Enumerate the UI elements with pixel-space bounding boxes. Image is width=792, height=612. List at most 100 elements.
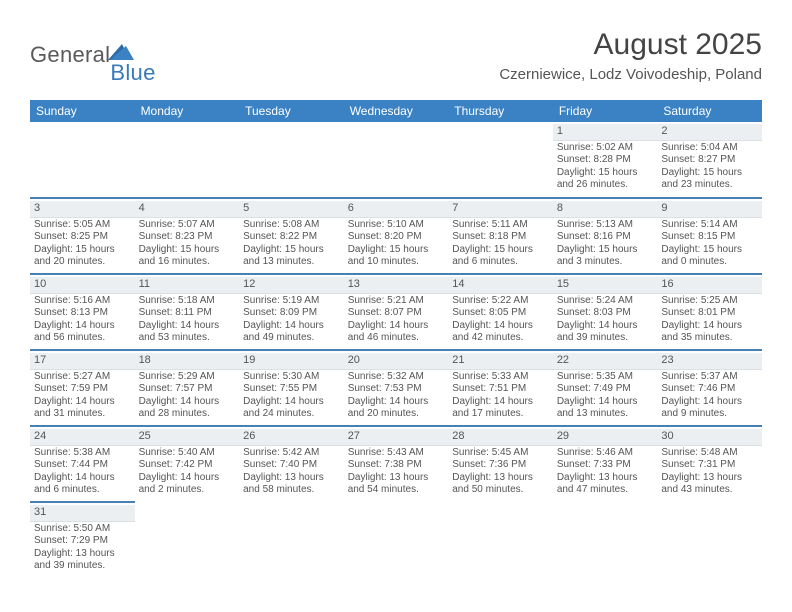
sunrise-line: Sunrise: 5:05 AM — [34, 219, 131, 232]
sunset-line: Sunset: 8:09 PM — [243, 307, 340, 320]
calendar-cell — [657, 502, 762, 578]
day-number: 5 — [239, 201, 344, 218]
sunset-line: Sunset: 8:18 PM — [452, 231, 549, 244]
calendar-cell: 2Sunrise: 5:04 AMSunset: 8:27 PMDaylight… — [657, 122, 762, 198]
sunrise-line: Sunrise: 5:04 AM — [661, 142, 758, 155]
calendar-cell: 28Sunrise: 5:45 AMSunset: 7:36 PMDayligh… — [448, 426, 553, 502]
day-header: Thursday — [448, 100, 553, 122]
sunrise-line: Sunrise: 5:25 AM — [661, 295, 758, 308]
header: General Blue August 2025 Czerniewice, Lo… — [30, 28, 762, 86]
sunset-line: Sunset: 7:40 PM — [243, 459, 340, 472]
calendar-cell: 20Sunrise: 5:32 AMSunset: 7:53 PMDayligh… — [344, 350, 449, 426]
day-number: 14 — [448, 277, 553, 294]
calendar-row: 10Sunrise: 5:16 AMSunset: 8:13 PMDayligh… — [30, 274, 762, 350]
sunrise-line: Sunrise: 5:40 AM — [139, 447, 236, 460]
sunset-line: Sunset: 7:53 PM — [348, 383, 445, 396]
day-number: 11 — [135, 277, 240, 294]
day-number: 1 — [553, 124, 658, 141]
day-number: 18 — [135, 353, 240, 370]
daylight-line: Daylight: 14 hours and 17 minutes. — [452, 396, 549, 421]
daylight-line: Daylight: 13 hours and 43 minutes. — [661, 472, 758, 497]
sunrise-line: Sunrise: 5:35 AM — [557, 371, 654, 384]
day-header: Sunday — [30, 100, 135, 122]
calendar-row: 1Sunrise: 5:02 AMSunset: 8:28 PMDaylight… — [30, 122, 762, 198]
sunset-line: Sunset: 7:38 PM — [348, 459, 445, 472]
calendar-cell: 9Sunrise: 5:14 AMSunset: 8:15 PMDaylight… — [657, 198, 762, 274]
calendar-cell: 13Sunrise: 5:21 AMSunset: 8:07 PMDayligh… — [344, 274, 449, 350]
sunrise-line: Sunrise: 5:14 AM — [661, 219, 758, 232]
day-number: 26 — [239, 429, 344, 446]
sunrise-line: Sunrise: 5:24 AM — [557, 295, 654, 308]
day-header: Monday — [135, 100, 240, 122]
sunset-line: Sunset: 8:20 PM — [348, 231, 445, 244]
calendar-cell: 21Sunrise: 5:33 AMSunset: 7:51 PMDayligh… — [448, 350, 553, 426]
logo-text-blue: Blue — [110, 60, 155, 86]
sunrise-line: Sunrise: 5:46 AM — [557, 447, 654, 460]
daylight-line: Daylight: 13 hours and 50 minutes. — [452, 472, 549, 497]
daylight-line: Daylight: 15 hours and 10 minutes. — [348, 244, 445, 269]
calendar-cell: 5Sunrise: 5:08 AMSunset: 8:22 PMDaylight… — [239, 198, 344, 274]
day-number: 24 — [30, 429, 135, 446]
calendar-cell: 29Sunrise: 5:46 AMSunset: 7:33 PMDayligh… — [553, 426, 658, 502]
sunrise-line: Sunrise: 5:08 AM — [243, 219, 340, 232]
sunrise-line: Sunrise: 5:11 AM — [452, 219, 549, 232]
day-number: 16 — [657, 277, 762, 294]
daylight-line: Daylight: 13 hours and 54 minutes. — [348, 472, 445, 497]
calendar-cell — [30, 122, 135, 198]
calendar-table: SundayMondayTuesdayWednesdayThursdayFrid… — [30, 100, 762, 578]
daylight-line: Daylight: 14 hours and 35 minutes. — [661, 320, 758, 345]
calendar-cell: 22Sunrise: 5:35 AMSunset: 7:49 PMDayligh… — [553, 350, 658, 426]
calendar-cell: 11Sunrise: 5:18 AMSunset: 8:11 PMDayligh… — [135, 274, 240, 350]
calendar-cell: 26Sunrise: 5:42 AMSunset: 7:40 PMDayligh… — [239, 426, 344, 502]
calendar-row: 24Sunrise: 5:38 AMSunset: 7:44 PMDayligh… — [30, 426, 762, 502]
sunset-line: Sunset: 7:31 PM — [661, 459, 758, 472]
daylight-line: Daylight: 14 hours and 53 minutes. — [139, 320, 236, 345]
sunrise-line: Sunrise: 5:45 AM — [452, 447, 549, 460]
sunrise-line: Sunrise: 5:18 AM — [139, 295, 236, 308]
calendar-cell: 15Sunrise: 5:24 AMSunset: 8:03 PMDayligh… — [553, 274, 658, 350]
sunrise-line: Sunrise: 5:16 AM — [34, 295, 131, 308]
day-number: 10 — [30, 277, 135, 294]
sunset-line: Sunset: 8:11 PM — [139, 307, 236, 320]
location-label: Czerniewice, Lodz Voivodeship, Poland — [499, 66, 762, 83]
sunrise-line: Sunrise: 5:33 AM — [452, 371, 549, 384]
sunrise-line: Sunrise: 5:48 AM — [661, 447, 758, 460]
sunset-line: Sunset: 8:03 PM — [557, 307, 654, 320]
sunrise-line: Sunrise: 5:42 AM — [243, 447, 340, 460]
day-number: 30 — [657, 429, 762, 446]
sunrise-line: Sunrise: 5:13 AM — [557, 219, 654, 232]
daylight-line: Daylight: 14 hours and 39 minutes. — [557, 320, 654, 345]
day-number: 25 — [135, 429, 240, 446]
day-number: 6 — [344, 201, 449, 218]
calendar-cell — [344, 502, 449, 578]
sunset-line: Sunset: 8:28 PM — [557, 154, 654, 167]
daylight-line: Daylight: 14 hours and 46 minutes. — [348, 320, 445, 345]
daylight-line: Daylight: 14 hours and 2 minutes. — [139, 472, 236, 497]
day-number: 13 — [344, 277, 449, 294]
day-number: 22 — [553, 353, 658, 370]
calendar-cell: 1Sunrise: 5:02 AMSunset: 8:28 PMDaylight… — [553, 122, 658, 198]
logo-text-general: General — [30, 42, 110, 68]
sunrise-line: Sunrise: 5:27 AM — [34, 371, 131, 384]
calendar-cell — [239, 122, 344, 198]
daylight-line: Daylight: 13 hours and 39 minutes. — [34, 548, 131, 573]
daylight-line: Daylight: 13 hours and 58 minutes. — [243, 472, 340, 497]
sunrise-line: Sunrise: 5:43 AM — [348, 447, 445, 460]
daylight-line: Daylight: 13 hours and 47 minutes. — [557, 472, 654, 497]
calendar-row: 17Sunrise: 5:27 AMSunset: 7:59 PMDayligh… — [30, 350, 762, 426]
daylight-line: Daylight: 15 hours and 0 minutes. — [661, 244, 758, 269]
daylight-line: Daylight: 15 hours and 16 minutes. — [139, 244, 236, 269]
calendar-cell: 24Sunrise: 5:38 AMSunset: 7:44 PMDayligh… — [30, 426, 135, 502]
day-number: 21 — [448, 353, 553, 370]
calendar-cell: 19Sunrise: 5:30 AMSunset: 7:55 PMDayligh… — [239, 350, 344, 426]
calendar-cell: 4Sunrise: 5:07 AMSunset: 8:23 PMDaylight… — [135, 198, 240, 274]
day-number: 17 — [30, 353, 135, 370]
day-number: 4 — [135, 201, 240, 218]
sunset-line: Sunset: 8:07 PM — [348, 307, 445, 320]
day-number: 9 — [657, 201, 762, 218]
day-number: 3 — [30, 201, 135, 218]
calendar-cell: 31Sunrise: 5:50 AMSunset: 7:29 PMDayligh… — [30, 502, 135, 578]
sunset-line: Sunset: 8:15 PM — [661, 231, 758, 244]
calendar-cell — [448, 502, 553, 578]
sunset-line: Sunset: 8:05 PM — [452, 307, 549, 320]
